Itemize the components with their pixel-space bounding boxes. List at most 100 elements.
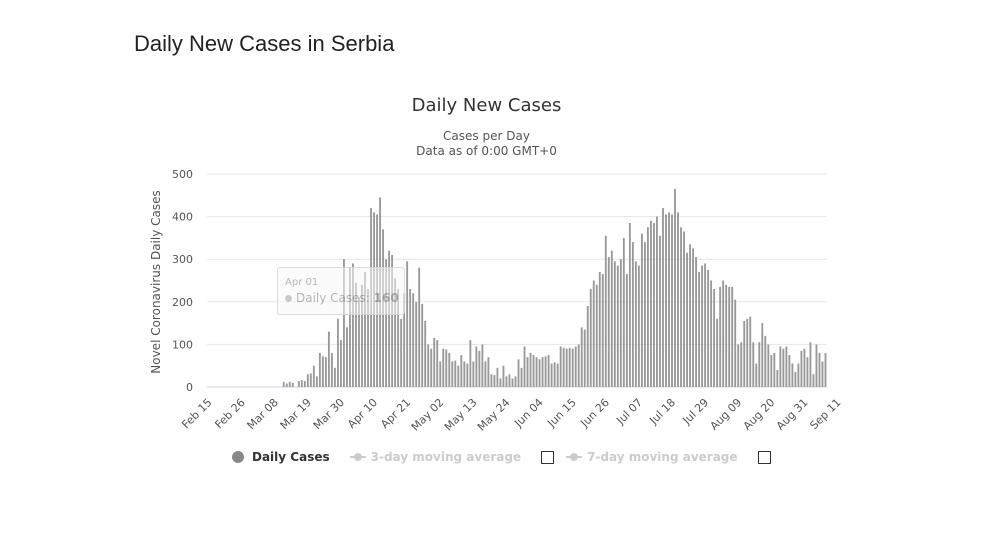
bar[interactable] [303,381,306,387]
bar[interactable] [487,357,490,387]
bar[interactable] [595,284,598,387]
bar[interactable] [424,320,427,387]
bar[interactable] [430,348,433,387]
bar[interactable] [436,340,439,387]
bar[interactable] [782,348,785,387]
bar[interactable] [300,380,303,387]
bar[interactable] [330,352,333,387]
bar[interactable] [291,382,294,387]
bar[interactable] [788,355,791,387]
bar[interactable] [707,269,710,387]
bar[interactable] [315,376,318,387]
bar[interactable] [529,352,532,387]
bar[interactable] [764,335,767,387]
bar[interactable] [674,188,676,387]
bar[interactable] [312,365,315,387]
bar[interactable] [722,280,725,388]
bar[interactable] [415,301,418,387]
bar[interactable] [451,361,454,387]
bar[interactable] [445,349,448,387]
bar[interactable] [653,222,655,387]
bar[interactable] [646,227,649,387]
bar[interactable] [358,297,360,387]
bar[interactable] [616,265,619,387]
bar[interactable] [671,214,673,387]
bar[interactable] [806,357,809,387]
bar[interactable] [562,347,565,387]
bar[interactable] [728,286,731,387]
legend-item-daily-cases[interactable]: Daily Cases [232,450,330,464]
bar[interactable] [613,261,616,387]
bar[interactable] [631,242,634,387]
bar[interactable] [409,289,412,387]
bar[interactable] [752,342,755,387]
bar[interactable] [343,259,345,387]
bar[interactable] [758,342,761,387]
bar[interactable] [571,348,574,387]
bar[interactable] [683,231,685,387]
bar[interactable] [592,280,595,388]
bar[interactable] [785,346,788,387]
bar[interactable] [809,342,812,387]
bar[interactable] [622,237,625,387]
bar[interactable] [746,318,749,387]
bar[interactable] [668,212,670,387]
bar[interactable] [346,327,348,387]
bar[interactable] [604,235,607,387]
bar[interactable] [749,316,752,387]
bar[interactable] [556,363,559,387]
bar[interactable] [490,374,493,387]
bar[interactable] [607,257,610,387]
bar[interactable] [767,344,770,387]
bar[interactable] [791,363,794,387]
bar[interactable] [391,254,394,387]
bar[interactable] [511,378,514,387]
bar[interactable] [677,212,679,387]
checkbox-3day-average[interactable] [541,450,555,464]
bar[interactable] [619,259,622,387]
bar[interactable] [388,250,391,387]
bar[interactable] [776,369,779,387]
bar[interactable] [457,365,460,387]
bar[interactable] [610,250,613,387]
bar[interactable] [803,348,806,387]
bar[interactable] [734,299,737,387]
bar[interactable] [454,360,457,387]
bar[interactable] [659,235,661,387]
bar[interactable] [755,363,758,387]
bar[interactable] [731,286,734,387]
bar[interactable] [361,284,363,387]
bar[interactable] [321,356,324,387]
bar[interactable] [520,367,523,387]
bar[interactable] [716,318,719,387]
bar[interactable] [650,220,652,387]
bar[interactable] [698,271,701,387]
bar[interactable] [586,306,589,387]
bar[interactable] [349,267,351,387]
bar[interactable] [439,361,442,387]
bar[interactable] [517,359,520,387]
bar[interactable] [535,357,538,387]
bar[interactable] [692,248,694,387]
bar[interactable] [568,347,571,387]
bar[interactable] [421,303,424,387]
bar[interactable] [553,362,556,387]
checkbox-7day-average[interactable] [757,450,771,464]
bar[interactable] [502,365,505,387]
bar[interactable] [583,329,586,387]
bar[interactable] [686,252,688,387]
bar[interactable] [367,289,369,387]
bar[interactable] [469,340,472,387]
bar[interactable] [466,363,469,387]
bar[interactable] [656,216,658,387]
bar[interactable] [418,267,421,387]
bar[interactable] [821,361,824,387]
bar[interactable] [499,378,502,387]
bar[interactable] [442,348,445,387]
bar[interactable] [427,344,430,387]
bar[interactable] [475,346,478,387]
bar[interactable] [637,265,640,387]
bar[interactable] [797,363,800,387]
bar[interactable] [285,383,288,387]
bar[interactable] [484,361,487,387]
